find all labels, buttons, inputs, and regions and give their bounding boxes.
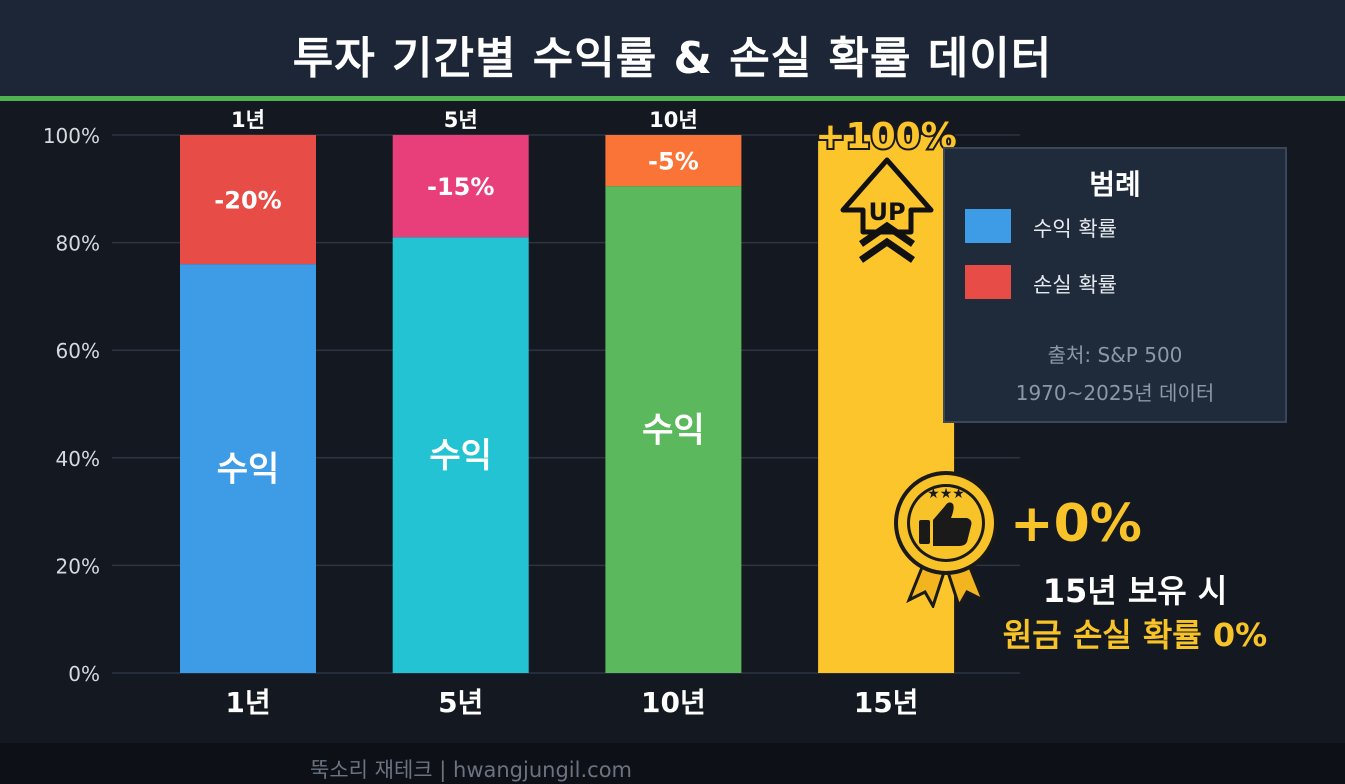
svg-text:★★★: ★★★ xyxy=(927,486,965,502)
bar-profit-segment xyxy=(392,237,529,673)
y-tick-label: 20% xyxy=(56,554,100,578)
y-tick-label: 40% xyxy=(56,447,100,471)
bar-loss-label: -15% xyxy=(427,173,494,201)
up-arrow-icon xyxy=(840,157,934,235)
callout-holding-text: 15년 보유 시 xyxy=(1042,572,1228,610)
callout-value: +0% xyxy=(1010,494,1142,554)
legend-label-profit: 수익 확률 xyxy=(1033,217,1117,241)
header-divider xyxy=(0,96,1345,101)
y-tick-label: 100% xyxy=(43,124,100,148)
legend-swatch-profit xyxy=(965,209,1011,243)
y-tick-label: 80% xyxy=(56,232,100,256)
footer-credit: 뚝소리 재테크 | hwangjungil.com xyxy=(310,758,632,782)
header-bar xyxy=(0,0,1345,96)
up-arrow-label: UP xyxy=(868,198,905,226)
bar-loss-segment xyxy=(180,135,316,265)
x-tick-label: 5년 xyxy=(438,686,483,719)
bar-loss-segment xyxy=(605,135,742,187)
y-tick-label: 0% xyxy=(68,662,100,686)
bar-loss-segment xyxy=(392,135,529,238)
y-tick-label: 60% xyxy=(56,339,100,363)
legend-title: 범례 xyxy=(1089,168,1141,201)
legend-period: 1970~2025년 데이터 xyxy=(1015,381,1215,405)
x-tick-label: 1년 xyxy=(225,686,270,719)
footer-bar xyxy=(0,743,1345,784)
bar-top-label: 10년 xyxy=(649,108,698,132)
bar-top-label: 1년 xyxy=(231,108,265,132)
bar-profit-segment xyxy=(180,264,316,673)
thumbs-up-badge-icon: ★★★ xyxy=(891,468,1001,610)
legend-swatch-loss xyxy=(965,265,1011,299)
bar-profit-segment xyxy=(605,186,742,674)
legend-label-loss: 손실 확률 xyxy=(1033,273,1117,297)
bar-loss-label: -5% xyxy=(648,148,699,176)
legend-panel: 범례 수익 확률 손실 확률 출처: S&P 500 1970~2025년 데이… xyxy=(943,147,1287,423)
bar-loss-label: -20% xyxy=(214,187,281,215)
bar-profit-label: 수익 xyxy=(642,411,705,451)
x-tick-label: 10년 xyxy=(641,686,706,719)
bar-profit-label: 수익 xyxy=(429,436,492,476)
legend-source: 출처: S&P 500 xyxy=(1047,343,1183,367)
bar-top-label: 5년 xyxy=(444,108,478,132)
callout-loss-text: 원금 손실 확률 0% xyxy=(1002,616,1268,654)
bar-profit-label: 수익 xyxy=(217,450,280,490)
x-tick-label: 15년 xyxy=(854,686,919,719)
chevron-up-icon xyxy=(859,221,915,263)
peak-value-label: +100% xyxy=(815,116,956,157)
page-title: 투자 기간별 수익률 & 손실 확률 데이터 xyxy=(292,33,1053,84)
